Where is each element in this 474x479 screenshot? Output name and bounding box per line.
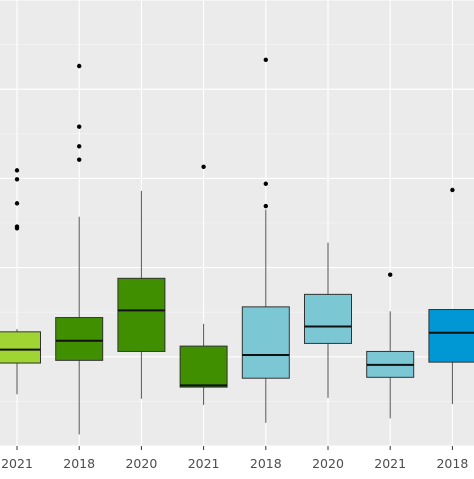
box-group-1 — [0, 168, 41, 395]
outlier-point — [263, 181, 268, 186]
boxes-layer — [0, 57, 474, 435]
outlier-point — [14, 224, 20, 229]
outlier-point — [77, 63, 82, 69]
box-iqr — [0, 331, 41, 364]
box-iqr — [55, 317, 104, 361]
box-iqr — [428, 309, 474, 363]
x-tick-label: 2021 — [1, 456, 33, 471]
outlier-point — [14, 201, 20, 206]
outlier-point — [263, 57, 268, 62]
outlier-point — [14, 168, 20, 173]
outlier-point — [77, 144, 82, 149]
box-iqr — [241, 306, 290, 379]
x-tick-label: 2018 — [250, 456, 282, 471]
box-group-6 — [304, 242, 352, 398]
box-iqr — [117, 277, 166, 352]
box-group-3 — [117, 190, 166, 399]
outlier-point — [450, 187, 455, 193]
outlier-point — [77, 157, 82, 162]
box-group-2 — [55, 63, 104, 435]
x-tick-label: 2020 — [312, 456, 344, 471]
x-tick-label: 2021 — [374, 456, 406, 471]
outlier-point — [77, 124, 82, 129]
box-iqr — [304, 293, 352, 344]
x-tick-label: 2021 — [188, 456, 220, 471]
box-iqr — [179, 345, 228, 388]
x-tick-label: 2018 — [436, 456, 468, 471]
box-group-5 — [241, 57, 290, 423]
outlier-point — [201, 164, 206, 170]
box-group-8 — [428, 187, 474, 405]
outlier-point — [14, 177, 20, 182]
box-group-7 — [366, 272, 415, 419]
box-group-4 — [179, 164, 228, 405]
x-axis: 2021 2018 2020 2021 2018 2020 2021 2018 — [1, 446, 468, 471]
outlier-point — [263, 203, 268, 209]
outlier-point — [388, 272, 393, 277]
x-tick-label: 2018 — [63, 456, 95, 471]
x-tick-label: 2020 — [125, 456, 157, 471]
